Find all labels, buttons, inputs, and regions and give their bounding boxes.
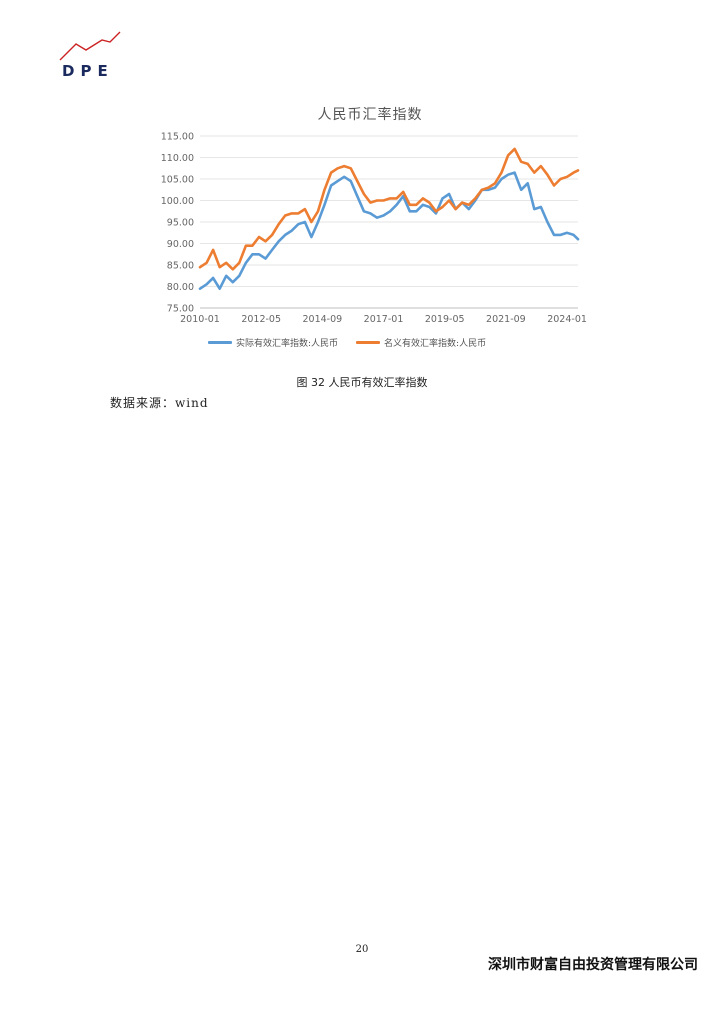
exchange-rate-chart: 人民币汇率指数 75.00 80.00 85.00 90.00 95.00 100.00 1… [150, 96, 590, 358]
x-tick-label: 2014-09 [303, 314, 343, 325]
y-tick-label: 100.00 [161, 196, 194, 207]
company-name: 深圳市财富自由投资管理有限公司 [488, 957, 698, 973]
series-line-nominal [198, 147, 580, 271]
x-tick-label: 2012-05 [241, 314, 281, 325]
y-tick-label: 75.00 [167, 304, 194, 315]
page-number: 20 [355, 944, 369, 955]
legend-label-nominal: 名义有效汇率指数:人民币 [384, 339, 487, 349]
legend-label-real: 实际有效汇率指数:人民币 [236, 339, 339, 349]
logo-text: DPE [62, 62, 114, 80]
y-tick-label: 90.00 [167, 239, 194, 250]
company-logo: DPE [58, 30, 124, 82]
x-tick-label: 2019-05 [425, 314, 465, 325]
legend-swatch-real [208, 341, 232, 344]
x-tick-label: 2021-09 [486, 314, 526, 325]
source-note: 数据来源：wind [110, 396, 209, 410]
y-tick-label: 95.00 [167, 218, 194, 229]
x-tick-label: 2024-01 [547, 314, 587, 325]
x-tick-label: 2010-01 [180, 314, 220, 325]
legend-item-real: 实际有效汇率指数:人民币 [208, 336, 338, 349]
logo-trend-line-icon [59, 31, 121, 61]
chart-plot-area: 75.00 80.00 85.00 90.00 95.00 100.00 105.00 110… [161, 132, 587, 326]
y-tick-label: 85.00 [167, 261, 194, 272]
series-line-real [198, 171, 580, 290]
x-tick-label: 2017-01 [364, 314, 404, 325]
y-tick-label: 80.00 [167, 282, 194, 293]
figure-caption: 图 32 人民币有效汇率指数 [296, 376, 428, 389]
legend-swatch-nominal [356, 341, 381, 344]
y-tick-label: 105.00 [161, 175, 194, 186]
chart-legend: 实际有效汇率指数:人民币 名义有效汇率指数:人民币 [208, 336, 504, 349]
y-tick-label: 110.00 [161, 153, 194, 164]
y-tick-label: 115.00 [161, 132, 194, 143]
chart-title: 人民币汇率指数 [317, 107, 423, 123]
legend-item-nominal: 名义有效汇率指数:人民币 [356, 336, 486, 349]
